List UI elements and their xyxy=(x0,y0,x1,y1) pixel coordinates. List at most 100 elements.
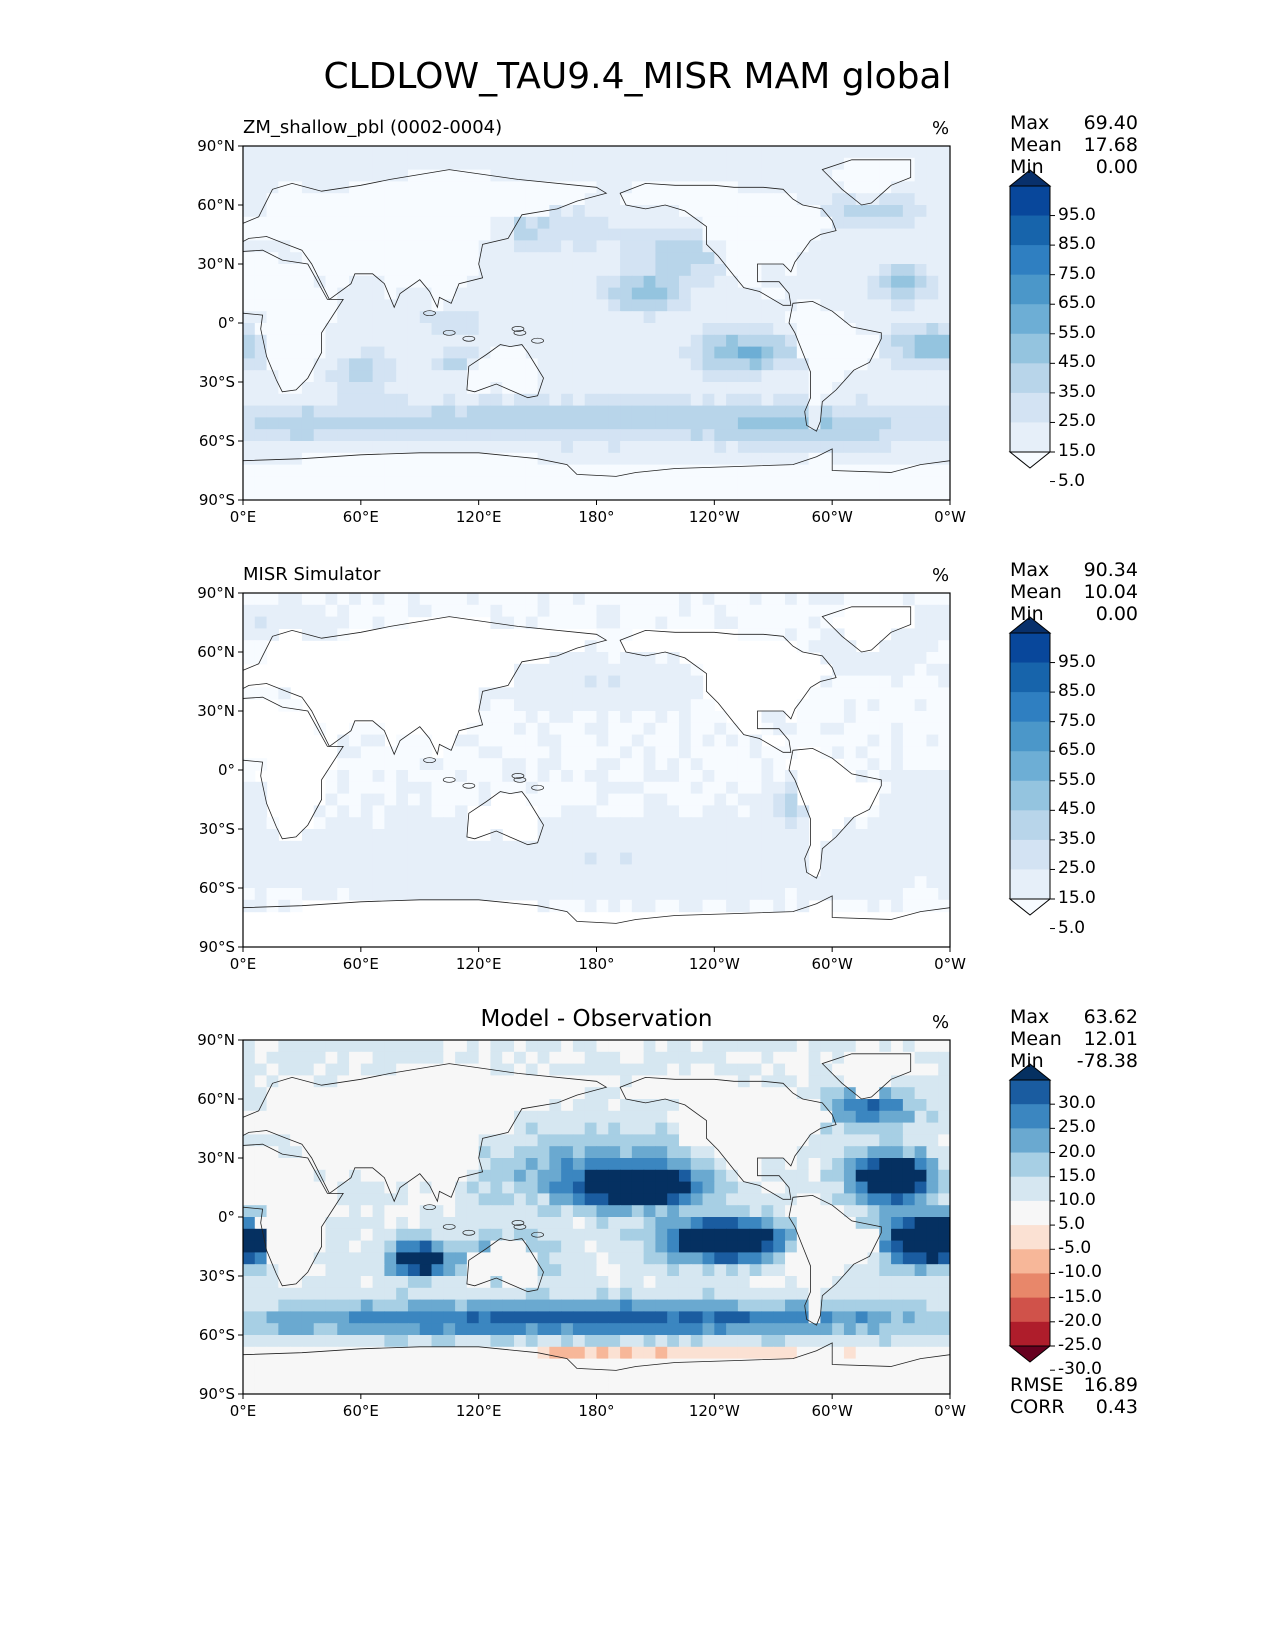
field-cell xyxy=(549,146,562,159)
field-cell xyxy=(620,1040,633,1053)
field-cell xyxy=(667,1110,680,1124)
field-cell xyxy=(773,1205,786,1218)
field-cell xyxy=(855,252,869,265)
field-cell xyxy=(431,228,444,241)
field-cell xyxy=(572,464,586,477)
field-cell xyxy=(443,358,456,371)
field-cell xyxy=(431,770,444,783)
field-cell xyxy=(549,323,562,336)
field-cell xyxy=(431,169,444,182)
field-cell xyxy=(290,405,303,418)
field-cell xyxy=(407,405,421,418)
field-cell xyxy=(737,299,751,312)
field-cell xyxy=(466,1075,480,1088)
field-cell xyxy=(643,864,657,877)
field-cell xyxy=(714,852,727,865)
coastline xyxy=(243,895,950,947)
field-cell xyxy=(419,382,433,395)
field-cell xyxy=(301,1382,315,1394)
field-cell xyxy=(714,1323,727,1336)
field-cell xyxy=(879,1335,892,1348)
field-cell xyxy=(902,781,916,795)
field-cell xyxy=(914,216,928,230)
field-cell xyxy=(796,323,810,336)
field-cell xyxy=(478,1122,492,1135)
field-cell xyxy=(431,593,444,606)
field-cell xyxy=(926,429,939,442)
field-cell xyxy=(596,1311,609,1324)
y-tick-label: 0° xyxy=(217,314,235,332)
field-cell xyxy=(407,346,421,359)
field-cell xyxy=(843,1181,857,1194)
field-cell xyxy=(278,1228,291,1242)
field-cell xyxy=(726,370,739,383)
field-cell xyxy=(313,1264,327,1277)
field-cell xyxy=(407,1087,421,1100)
field-cell xyxy=(349,193,362,206)
field-cell xyxy=(431,193,444,206)
field-cell xyxy=(631,346,645,359)
field-cell xyxy=(749,1051,763,1065)
field-cell xyxy=(808,287,821,300)
field-cell xyxy=(773,346,786,359)
field-cell xyxy=(466,417,480,430)
field-cell xyxy=(278,1040,291,1053)
field-cell xyxy=(502,1063,515,1076)
field-cell xyxy=(631,1087,645,1100)
field-cell xyxy=(620,441,633,454)
field-cell xyxy=(690,216,704,230)
field-cell xyxy=(596,1193,609,1206)
field-cell xyxy=(690,1099,704,1112)
field-cell xyxy=(301,1099,315,1112)
field-cell xyxy=(690,663,704,677)
field-cell xyxy=(407,476,421,489)
field-cell xyxy=(396,1252,409,1265)
field-cell xyxy=(926,1276,939,1289)
field-cell xyxy=(914,1217,928,1230)
field-cell xyxy=(785,876,798,889)
field-cell xyxy=(667,1181,680,1194)
field-cell xyxy=(455,793,468,806)
field-cell xyxy=(349,382,362,395)
field-cell xyxy=(254,1205,268,1218)
field-cell xyxy=(384,593,397,606)
field-cell xyxy=(360,852,374,865)
field-cell xyxy=(643,1063,657,1076)
field-cell xyxy=(384,1264,397,1277)
field-cell xyxy=(301,1299,315,1312)
field-cell xyxy=(254,452,268,466)
field-cell xyxy=(737,441,751,454)
field-cell xyxy=(396,205,409,218)
field-cell xyxy=(631,228,645,241)
field-cell xyxy=(502,1087,515,1100)
field-cell xyxy=(584,675,598,688)
field-cell xyxy=(773,1264,786,1277)
field-cell xyxy=(643,441,657,454)
field-cell xyxy=(785,793,798,806)
field-cell xyxy=(372,864,385,877)
field-cell xyxy=(313,1276,327,1289)
field-cell xyxy=(714,264,727,277)
field-cell xyxy=(384,382,397,395)
field-cell xyxy=(678,1240,692,1253)
field-cell xyxy=(290,1110,303,1124)
field-cell xyxy=(502,1252,515,1265)
field-cell xyxy=(914,275,928,289)
field-cell xyxy=(596,687,609,700)
field-cell xyxy=(608,663,621,677)
y-tick-label: 30°N xyxy=(197,255,235,273)
field-cell xyxy=(443,793,456,806)
field-cell xyxy=(796,311,810,324)
field-cell xyxy=(266,1346,279,1360)
field-cell xyxy=(337,1311,350,1324)
field-cell xyxy=(773,1382,786,1394)
field-cell xyxy=(301,169,315,182)
field-cell xyxy=(455,1122,468,1135)
field-cell xyxy=(726,429,739,442)
field-cell xyxy=(726,299,739,312)
field-cell xyxy=(584,264,598,277)
field-cell xyxy=(301,1311,315,1324)
field-cell xyxy=(502,205,515,218)
field-cell xyxy=(455,1346,468,1360)
field-cell xyxy=(808,1287,821,1301)
